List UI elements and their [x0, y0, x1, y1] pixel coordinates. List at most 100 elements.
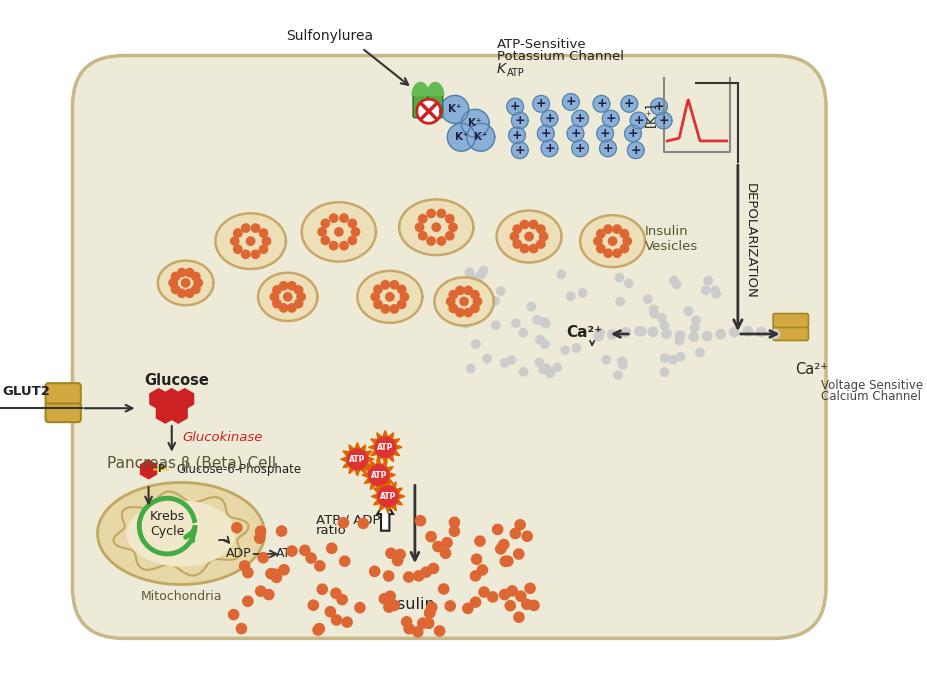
Polygon shape — [368, 465, 388, 485]
Polygon shape — [616, 297, 624, 306]
Text: ATP-Sensitive: ATP-Sensitive — [496, 38, 586, 51]
Polygon shape — [318, 228, 326, 236]
Text: ATP: ATP — [349, 455, 365, 464]
Text: K⁺: K⁺ — [448, 105, 461, 114]
Text: Calcium Channel: Calcium Channel — [820, 389, 921, 403]
Polygon shape — [496, 287, 504, 295]
Polygon shape — [386, 548, 396, 559]
Polygon shape — [578, 289, 586, 297]
Text: ATP: ATP — [379, 492, 396, 501]
Polygon shape — [566, 292, 575, 300]
Polygon shape — [401, 617, 412, 627]
Polygon shape — [545, 369, 553, 378]
Polygon shape — [241, 250, 249, 258]
Polygon shape — [540, 318, 549, 326]
Polygon shape — [510, 528, 520, 538]
Polygon shape — [397, 300, 405, 308]
Polygon shape — [362, 458, 395, 492]
Polygon shape — [571, 110, 588, 127]
Polygon shape — [446, 297, 454, 306]
Polygon shape — [512, 319, 520, 327]
Polygon shape — [596, 245, 604, 253]
Polygon shape — [475, 536, 485, 546]
Polygon shape — [232, 523, 242, 533]
Polygon shape — [412, 82, 428, 96]
Text: ratio: ratio — [315, 524, 346, 537]
Polygon shape — [381, 281, 389, 289]
Polygon shape — [475, 280, 483, 288]
Polygon shape — [270, 292, 278, 301]
Polygon shape — [308, 600, 318, 611]
Polygon shape — [479, 266, 487, 274]
Polygon shape — [258, 273, 317, 321]
Polygon shape — [426, 602, 437, 613]
Polygon shape — [557, 270, 565, 279]
Text: P: P — [157, 464, 164, 475]
Polygon shape — [340, 443, 374, 476]
Polygon shape — [374, 300, 382, 308]
Polygon shape — [476, 270, 485, 279]
Text: +: + — [629, 143, 641, 157]
Polygon shape — [358, 518, 368, 529]
Polygon shape — [440, 96, 468, 123]
Polygon shape — [428, 563, 438, 574]
Polygon shape — [661, 329, 670, 338]
Polygon shape — [607, 330, 616, 339]
Polygon shape — [381, 305, 389, 313]
Polygon shape — [437, 237, 445, 245]
Polygon shape — [514, 520, 525, 530]
Polygon shape — [620, 96, 637, 112]
Polygon shape — [371, 480, 404, 513]
Text: [K⁺]: [K⁺] — [643, 103, 656, 128]
Text: +: + — [514, 143, 525, 157]
Polygon shape — [660, 322, 667, 330]
Polygon shape — [438, 584, 449, 594]
Polygon shape — [464, 308, 472, 317]
Polygon shape — [467, 306, 476, 314]
Polygon shape — [513, 225, 521, 234]
Polygon shape — [447, 123, 475, 151]
Polygon shape — [672, 281, 680, 289]
Text: +: + — [535, 97, 546, 110]
Polygon shape — [397, 286, 405, 294]
Polygon shape — [284, 292, 292, 301]
Polygon shape — [415, 516, 425, 526]
Polygon shape — [286, 546, 297, 556]
Text: +: + — [632, 114, 643, 127]
Polygon shape — [595, 328, 603, 337]
Text: +: + — [602, 142, 613, 155]
Polygon shape — [321, 219, 329, 227]
Text: +: + — [604, 112, 616, 125]
FancyBboxPatch shape — [427, 94, 442, 118]
Text: Sulfonylurea: Sulfonylurea — [286, 29, 373, 43]
Polygon shape — [492, 525, 502, 534]
Polygon shape — [455, 308, 464, 317]
Polygon shape — [314, 561, 324, 571]
Text: K⁺: K⁺ — [474, 132, 487, 142]
Polygon shape — [470, 597, 480, 607]
Polygon shape — [618, 360, 627, 369]
Polygon shape — [169, 279, 177, 287]
Polygon shape — [624, 279, 632, 288]
Polygon shape — [440, 548, 451, 559]
Polygon shape — [234, 245, 242, 254]
Polygon shape — [463, 604, 473, 613]
Text: +: + — [599, 127, 610, 140]
Polygon shape — [634, 326, 643, 336]
Polygon shape — [400, 292, 408, 301]
Polygon shape — [192, 285, 199, 293]
Polygon shape — [592, 96, 609, 112]
Polygon shape — [369, 566, 379, 577]
Polygon shape — [532, 316, 540, 324]
Text: Pancreas β (Beta) Cell: Pancreas β (Beta) Cell — [107, 457, 275, 471]
Polygon shape — [389, 281, 398, 289]
Polygon shape — [357, 271, 422, 323]
Text: +: + — [511, 129, 522, 142]
Polygon shape — [510, 232, 518, 240]
Polygon shape — [455, 286, 464, 295]
Polygon shape — [675, 337, 683, 345]
Polygon shape — [413, 571, 424, 581]
Polygon shape — [614, 371, 621, 379]
Polygon shape — [650, 98, 667, 115]
Text: +: + — [540, 127, 551, 140]
